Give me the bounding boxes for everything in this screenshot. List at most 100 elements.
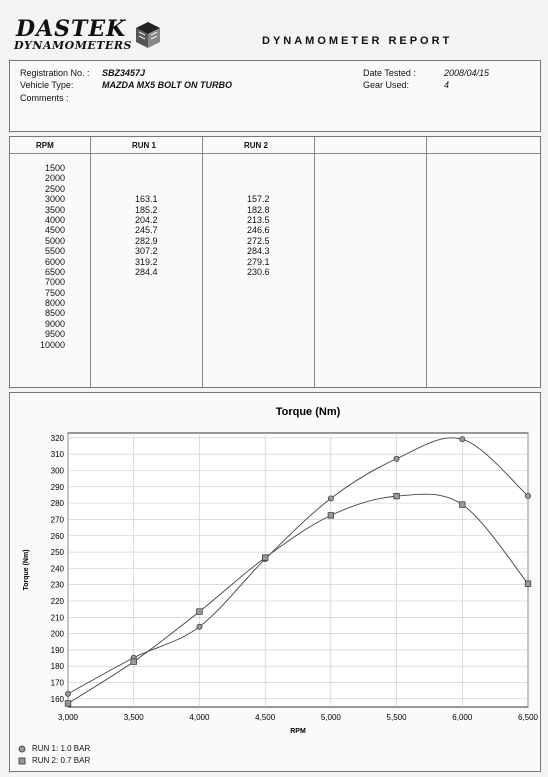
legend-label-run1: RUN 1: 1.0 BAR bbox=[32, 744, 91, 753]
y-tick-label: 170 bbox=[51, 679, 65, 688]
data-point-run2 bbox=[130, 658, 137, 665]
table-header-divider bbox=[10, 153, 540, 154]
table-column-divider bbox=[90, 137, 91, 387]
table-column-divider bbox=[202, 137, 203, 387]
vehicle-type-label: Vehicle Type: bbox=[20, 80, 74, 90]
table-cell-run1 bbox=[135, 163, 158, 173]
dastek-logo: DASTEK DYNAMOMETERS bbox=[14, 16, 160, 52]
table-cell-run1 bbox=[135, 173, 158, 183]
table-cell-run2 bbox=[247, 163, 270, 173]
x-tick-label: 4,500 bbox=[255, 713, 276, 722]
report-title: DYNAMOMETER REPORT bbox=[262, 35, 453, 47]
x-tick-label: 6,000 bbox=[452, 713, 473, 722]
results-table: RPM RUN 1 RUN 2 1500 2000 2500 3000 3500 4000… bbox=[9, 136, 541, 388]
table-cell-run2 bbox=[247, 308, 270, 318]
table-cell-run1 bbox=[135, 329, 158, 339]
table-cell-run2 bbox=[247, 277, 270, 287]
table-column-divider bbox=[426, 137, 427, 387]
table-cell-rpm: 7500 bbox=[44, 287, 65, 298]
circle-marker-icon bbox=[18, 745, 26, 753]
table-cell-run1 bbox=[135, 277, 158, 287]
table-cell-run1: 284.4 bbox=[135, 266, 158, 277]
y-tick-label: 220 bbox=[51, 597, 65, 606]
y-tick-label: 160 bbox=[51, 695, 65, 704]
chart-title: Torque (Nm) bbox=[276, 406, 341, 418]
table-cell-run2: 284.3 bbox=[247, 246, 270, 257]
table-cell-rpm: 5000 bbox=[44, 235, 65, 246]
x-tick-label: 3,500 bbox=[124, 713, 145, 722]
y-tick-label: 200 bbox=[51, 630, 65, 639]
table-cell-rpm: 7000 bbox=[44, 277, 65, 288]
data-point-run1 bbox=[327, 495, 334, 502]
table-cell-rpm: 8500 bbox=[44, 308, 65, 319]
date-tested-label: Date Tested : bbox=[363, 68, 416, 78]
table-cell-rpm: 3500 bbox=[44, 204, 65, 215]
table-cell-run2: 230.6 bbox=[247, 266, 270, 277]
header-rpm: RPM bbox=[36, 141, 54, 150]
table-cell-run1: 319.2 bbox=[135, 256, 158, 267]
vehicle-info-panel: Registration No. : SBZ3457J Vehicle Type… bbox=[9, 60, 541, 132]
y-tick-label: 210 bbox=[51, 613, 65, 622]
data-point-run2 bbox=[64, 700, 72, 707]
rpm-column: 1500 2000 2500 3000 3500 4000 4500 5000 5500 6000… bbox=[20, 163, 65, 350]
y-tick-label: 230 bbox=[51, 581, 65, 590]
torque-chart-panel: 160 170 180 190 200 210 220 230 240 250 260 270 280 2… bbox=[9, 392, 541, 772]
table-cell-run1 bbox=[135, 298, 158, 308]
data-point-run2 bbox=[196, 608, 203, 615]
table-cell-run1: 245.7 bbox=[135, 225, 158, 236]
table-cell-run2 bbox=[247, 298, 270, 308]
data-point-run2 bbox=[327, 512, 335, 519]
table-cell-run2 bbox=[247, 319, 270, 329]
y-tick-label: 270 bbox=[51, 515, 65, 524]
chart-legend: RUN 1: 1.0 BAR RUN 2: 0.7 BAR bbox=[18, 743, 90, 767]
header-run2: RUN 2 bbox=[244, 141, 269, 150]
y-tick-label: 280 bbox=[51, 499, 65, 508]
table-cell-run1 bbox=[135, 184, 158, 194]
comments-label: Comments : bbox=[20, 93, 69, 103]
table-cell-rpm: 9500 bbox=[44, 329, 65, 340]
x-tick-label: 3,000 bbox=[58, 713, 79, 722]
logo-subtitle: DYNAMOMETERS bbox=[14, 39, 132, 52]
table-cell-run1 bbox=[135, 319, 158, 329]
x-tick-label: 4,000 bbox=[189, 713, 210, 722]
table-cell-rpm: 2000 bbox=[44, 173, 65, 184]
y-tick-label: 250 bbox=[51, 548, 65, 557]
plot-area bbox=[67, 432, 529, 708]
registration-value: SBZ3457J bbox=[102, 68, 146, 78]
data-point-run2 bbox=[524, 580, 532, 587]
legend-entry-run1: RUN 1: 1.0 BAR bbox=[18, 743, 90, 755]
table-cell-run1: 307.2 bbox=[135, 246, 158, 257]
logo-wordmark: DASTEK bbox=[16, 16, 127, 42]
table-cell-run2: 272.5 bbox=[247, 235, 270, 246]
y-tick-label: 240 bbox=[51, 564, 65, 573]
data-point-run1 bbox=[459, 436, 466, 443]
y-tick-label: 320 bbox=[51, 434, 65, 443]
data-point-run1 bbox=[65, 690, 71, 697]
table-cell-rpm: 1500 bbox=[44, 163, 65, 173]
y-tick-label: 290 bbox=[51, 483, 65, 492]
x-tick-label: 6,500 bbox=[518, 713, 539, 722]
table-cell-run1: 185.2 bbox=[135, 204, 158, 215]
x-tick-label: 5,000 bbox=[321, 713, 342, 722]
data-point-run1 bbox=[525, 493, 531, 499]
y-tick-label: 180 bbox=[51, 662, 65, 671]
table-cell-run2: 279.1 bbox=[247, 256, 270, 267]
header-run1: RUN 1 bbox=[132, 141, 157, 150]
table-cell-rpm: 6500 bbox=[44, 266, 65, 277]
data-point-run2 bbox=[393, 492, 400, 500]
date-tested-value: 2008/04/15 bbox=[444, 68, 490, 78]
run1-column: 163.1 185.2 204.2 245.7 282.9 307.2 319.2 284.4 bbox=[135, 163, 158, 350]
table-cell-run2: 246.6 bbox=[247, 225, 270, 236]
y-tick-label: 310 bbox=[51, 450, 65, 459]
table-cell-run2 bbox=[247, 173, 270, 183]
table-cell-rpm: 2500 bbox=[44, 183, 65, 194]
table-cell-rpm: 10000 bbox=[39, 339, 65, 350]
square-marker-icon bbox=[18, 757, 26, 765]
gear-used-value: 4 bbox=[444, 80, 450, 90]
data-point-run2 bbox=[459, 501, 466, 508]
table-cell-run1 bbox=[135, 308, 158, 318]
torque-chart: 160 170 180 190 200 210 220 230 240 250 260 270 280 2… bbox=[23, 406, 539, 735]
table-cell-run2 bbox=[247, 329, 270, 339]
table-cell-run2 bbox=[247, 340, 270, 350]
vehicle-type-value: MAZDA MX5 BOLT ON TURBO bbox=[102, 80, 232, 90]
